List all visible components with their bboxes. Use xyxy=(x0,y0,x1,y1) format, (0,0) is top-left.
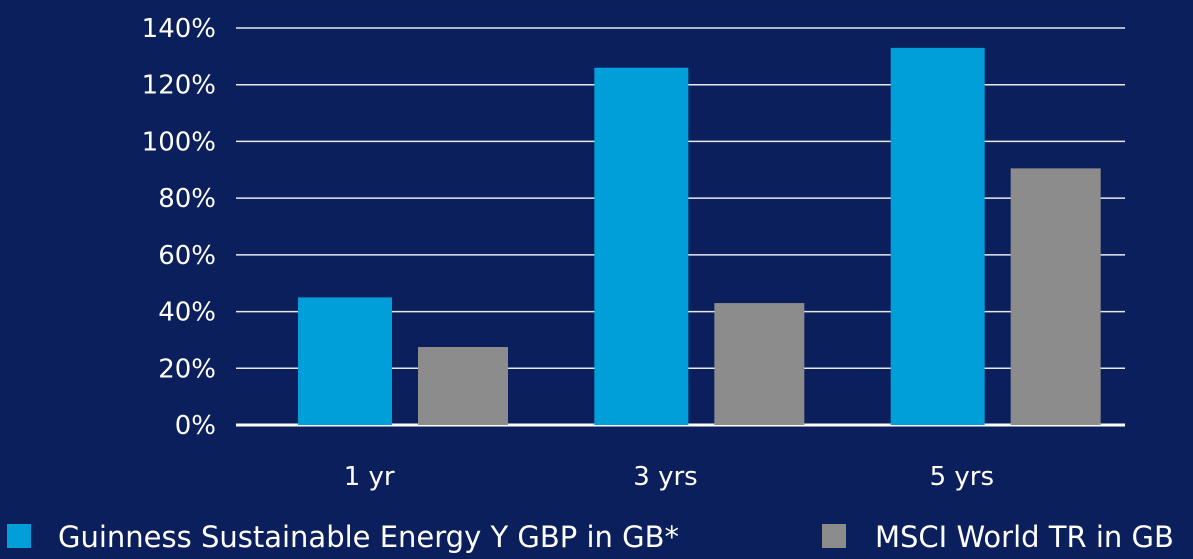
legend-swatch-guinness xyxy=(7,524,31,548)
bar-msci-3-yrs xyxy=(714,303,805,425)
bar-guinness-3-yrs xyxy=(594,67,689,425)
bar-guinness-1-yr xyxy=(298,297,392,425)
x-tick-label: 3 yrs xyxy=(633,462,697,492)
legend: Guinness Sustainable Energy Y GBP in GB*… xyxy=(7,520,1174,554)
y-tick-label: 0% xyxy=(175,411,216,441)
bar-msci-1-yr xyxy=(418,347,508,425)
x-axis-labels: 1 yr 3 yrs 5 yrs xyxy=(344,462,994,492)
legend-swatch-msci xyxy=(822,524,846,548)
legend-label-msci: MSCI World TR in GB xyxy=(875,520,1174,554)
y-tick-label: 120% xyxy=(142,71,216,101)
y-tick-label: 40% xyxy=(158,298,216,328)
y-tick-label: 60% xyxy=(158,241,216,271)
bar-msci-5-yrs xyxy=(1010,168,1101,425)
x-tick-label: 5 yrs xyxy=(930,462,994,492)
y-tick-label: 20% xyxy=(158,354,216,384)
legend-label-guinness: Guinness Sustainable Energy Y GBP in GB* xyxy=(58,520,679,554)
y-axis-ticks: 0% 20% 40% 60% 80% 100% 120% 140% xyxy=(142,14,216,441)
y-tick-label: 80% xyxy=(158,184,216,214)
bar-guinness-5-yrs xyxy=(890,47,985,425)
bars xyxy=(298,47,1101,425)
y-tick-label: 100% xyxy=(142,127,216,157)
x-tick-label: 1 yr xyxy=(344,462,395,492)
y-tick-label: 140% xyxy=(142,14,216,44)
